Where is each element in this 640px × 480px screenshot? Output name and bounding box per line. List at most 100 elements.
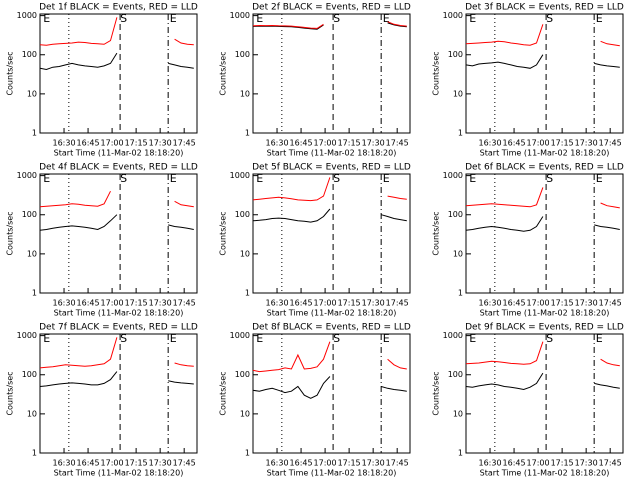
annotation: E [256, 172, 263, 185]
annotation: E [469, 332, 476, 345]
y-tick-label: 10 [240, 409, 250, 418]
series-line [252, 208, 407, 223]
chart-title: Det 1f BLACK = Events, RED = LLD [39, 3, 198, 13]
annotation: E [256, 332, 263, 345]
x-tick-label: 17:00 [101, 459, 124, 468]
y-tick-label: 100 [235, 50, 250, 59]
x-tick-label: 16:45 [290, 139, 313, 148]
y-tick-label: 1000 [230, 331, 250, 340]
x-tick-label: 17:30 [575, 139, 598, 148]
y-tick-label: 1 [458, 449, 463, 458]
series-line [39, 190, 194, 208]
y-tick-label: 10 [27, 249, 37, 258]
annotation: S [333, 172, 340, 185]
x-tick-label: 17:45 [173, 139, 196, 148]
x-tick-label: 16:45 [77, 459, 100, 468]
plot-frame [252, 333, 411, 454]
annotation: S [333, 332, 340, 345]
y-tick-label: 100 [22, 370, 37, 379]
annotation: S [120, 172, 127, 185]
y-tick-label: 1 [458, 289, 463, 298]
series-line [465, 341, 620, 367]
y-tick-label: 1000 [17, 11, 37, 20]
x-axis-label: Start Time (11-Mar-02 18:18:20) [267, 469, 397, 478]
x-tick-label: 16:30 [478, 299, 501, 308]
y-tick-label: 1 [32, 289, 37, 298]
y-tick-label: 1 [458, 129, 463, 138]
x-tick-label: 17:45 [173, 299, 196, 308]
chart-title: Det 9f BLACK = Events, RED = LLD [465, 323, 624, 333]
series-line [252, 177, 407, 202]
annotation: S [546, 172, 553, 185]
x-tick-label: 17:45 [386, 139, 409, 148]
plot-frame [39, 333, 198, 454]
y-axis-label: Counts/sec [219, 211, 228, 255]
x-tick-label: 17:15 [338, 139, 361, 148]
annotation: S [120, 332, 127, 345]
y-tick-label: 100 [22, 50, 37, 59]
y-tick-label: 10 [453, 89, 463, 98]
x-tick-label: 17:15 [125, 139, 148, 148]
y-axis-label: Counts/sec [432, 371, 441, 415]
series-line [465, 187, 620, 209]
x-tick-label: 17:15 [551, 139, 574, 148]
chart-title: Det 4f BLACK = Events, RED = LLD [39, 163, 198, 173]
x-tick-label: 17:00 [101, 139, 124, 148]
x-tick-label: 17:00 [527, 139, 550, 148]
y-tick-label: 1 [245, 449, 250, 458]
chart-title: Det 6f BLACK = Events, RED = LLD [465, 163, 624, 173]
series-line [252, 22, 407, 30]
x-tick-label: 17:45 [173, 459, 196, 468]
plot-frame [39, 13, 198, 134]
series-line [39, 214, 194, 231]
x-tick-label: 16:45 [503, 299, 526, 308]
x-tick-label: 17:45 [386, 459, 409, 468]
x-axis-label: Start Time (11-Mar-02 18:18:20) [480, 149, 610, 158]
x-tick-label: 16:45 [503, 459, 526, 468]
x-tick-label: 17:15 [551, 459, 574, 468]
x-axis-label: Start Time (11-Mar-02 18:18:20) [480, 309, 610, 318]
x-axis-label: Start Time (11-Mar-02 18:18:20) [267, 149, 397, 158]
annotation: E [383, 172, 390, 185]
y-axis-label: Counts/sec [6, 51, 15, 95]
annotation: E [170, 172, 177, 185]
y-axis-label: Counts/sec [432, 51, 441, 95]
x-tick-label: 16:30 [265, 459, 288, 468]
y-tick-label: 1 [245, 129, 250, 138]
annotation: E [469, 172, 476, 185]
x-tick-label: 16:45 [290, 459, 313, 468]
y-tick-label: 10 [27, 409, 37, 418]
x-tick-label: 17:45 [599, 139, 622, 148]
y-axis-label: Counts/sec [6, 211, 15, 255]
y-tick-label: 100 [22, 210, 37, 219]
annotation: E [383, 332, 390, 345]
y-tick-label: 1 [32, 129, 37, 138]
plot-frame [465, 333, 624, 454]
annotation: E [43, 12, 50, 25]
series-line [39, 371, 194, 387]
x-tick-label: 16:45 [290, 299, 313, 308]
plot-frame [252, 173, 411, 294]
x-axis-label: Start Time (11-Mar-02 18:18:20) [54, 309, 184, 318]
y-tick-label: 100 [448, 50, 463, 59]
x-tick-label: 16:30 [52, 299, 75, 308]
y-tick-label: 100 [448, 210, 463, 219]
chart-title: Det 5f BLACK = Events, RED = LLD [252, 163, 411, 173]
y-tick-label: 1000 [230, 171, 250, 180]
x-tick-label: 16:45 [503, 139, 526, 148]
x-tick-label: 16:30 [265, 139, 288, 148]
annotation: E [256, 12, 263, 25]
plot-frame [39, 173, 198, 294]
x-tick-label: 17:45 [386, 299, 409, 308]
annotation: E [596, 172, 603, 185]
x-tick-label: 16:30 [478, 139, 501, 148]
y-tick-label: 1000 [443, 331, 463, 340]
series-line [252, 21, 407, 29]
x-tick-label: 17:00 [101, 299, 124, 308]
x-tick-label: 17:00 [527, 459, 550, 468]
series-line [39, 337, 194, 369]
annotation: E [43, 172, 50, 185]
y-tick-label: 100 [235, 210, 250, 219]
